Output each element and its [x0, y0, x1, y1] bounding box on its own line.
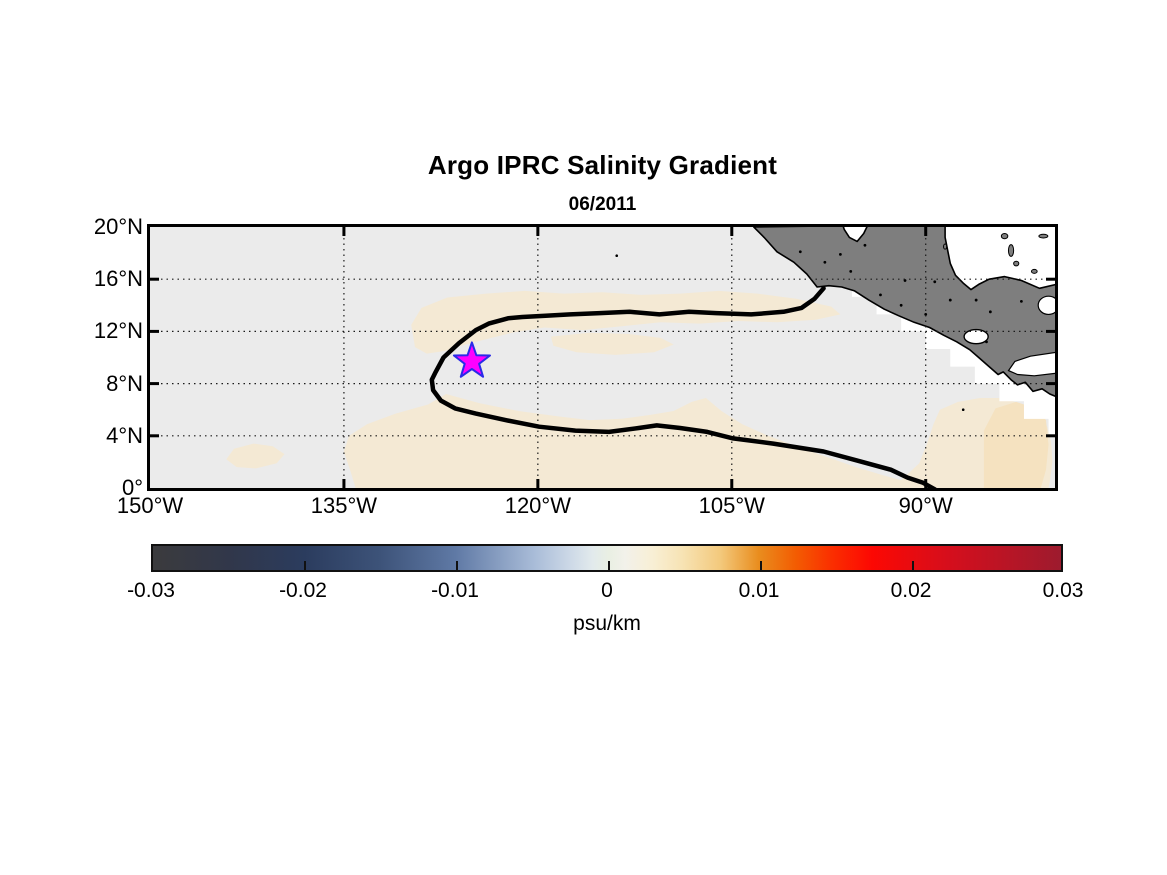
x-tick-label: 105°W: [698, 493, 765, 518]
colorbar: [151, 544, 1063, 572]
sea-inlet-panama-gap: [1007, 351, 1055, 377]
colorbar-tick-label: -0.03: [127, 579, 175, 602]
y-tick-label: 20°N: [93, 214, 143, 239]
x-tick-label: 150°W: [116, 493, 184, 518]
land-speckle: [849, 269, 853, 273]
salinity-gradient-map: [150, 227, 1055, 488]
colorbar-tick-label: 0: [601, 579, 613, 602]
figure-subtitle: 06/2011: [568, 194, 637, 215]
shaded-region-southeast-deep: [983, 401, 1049, 488]
x-tick-label: 120°W: [504, 493, 571, 518]
island: [943, 243, 948, 250]
shaded-region-south-band: [343, 394, 1053, 488]
land-speckle: [974, 298, 978, 302]
colorbar-tick-label: -0.01: [431, 579, 479, 602]
ocean-speckle: [615, 254, 619, 258]
coastal-notch: [1037, 295, 1055, 316]
land-speckle: [1019, 299, 1023, 303]
y-tick-label: 12°N: [93, 318, 143, 344]
land-speckle: [903, 279, 907, 282]
island: [1007, 244, 1015, 257]
colorbar-tick-label: -0.02: [279, 579, 327, 602]
x-tick-label: 90°W: [898, 493, 953, 518]
land-speckle: [823, 260, 827, 264]
colorbar-tick: [912, 561, 914, 570]
land-speckle: [899, 303, 903, 307]
land-speckle: [924, 313, 928, 316]
shaded-region-north-band: [411, 290, 841, 354]
x-tick-label: 135°W: [310, 493, 378, 518]
colorbar-tick-label: 0.02: [890, 579, 932, 602]
lake: [963, 328, 989, 345]
land-speckle: [879, 293, 882, 297]
location-star-marker: [452, 341, 491, 378]
land-speckle: [933, 280, 937, 284]
nodata-region: [753, 227, 1055, 441]
island: [1000, 233, 1009, 240]
colorbar-tick: [608, 561, 610, 570]
colorbar-tick: [456, 561, 458, 570]
ocean-speckle: [961, 408, 965, 411]
shaded-region-southwest-blob: [226, 443, 285, 469]
land-speckle: [948, 298, 952, 302]
colorbar-tick-label: 0.01: [738, 579, 780, 602]
y-tick-label: 0°: [121, 475, 143, 500]
colorbar-units-label: psu/km: [573, 612, 641, 635]
figure-title: Argo IPRC Salinity Gradient: [427, 150, 778, 180]
colorbar-tick: [760, 561, 762, 570]
land-speckle: [798, 250, 802, 254]
land-speckle: [988, 310, 992, 314]
colorbar-tick-label: 0.03: [1042, 579, 1084, 602]
island: [1030, 268, 1038, 274]
y-tick-label: 4°N: [106, 422, 143, 448]
y-tick-label: 16°N: [93, 266, 143, 292]
land-central-america: [752, 227, 1055, 398]
land-speckle: [838, 253, 842, 256]
y-tick-label: 8°N: [106, 370, 143, 396]
salinity-contour-line: [429, 286, 937, 488]
island: [1038, 233, 1049, 239]
colorbar-tick: [304, 561, 306, 570]
shaded-region-mid-strip: [550, 332, 674, 355]
island: [1013, 260, 1020, 267]
land-speckle: [863, 243, 867, 247]
land-speckle: [985, 340, 988, 344]
map-plot-area: [147, 224, 1058, 491]
